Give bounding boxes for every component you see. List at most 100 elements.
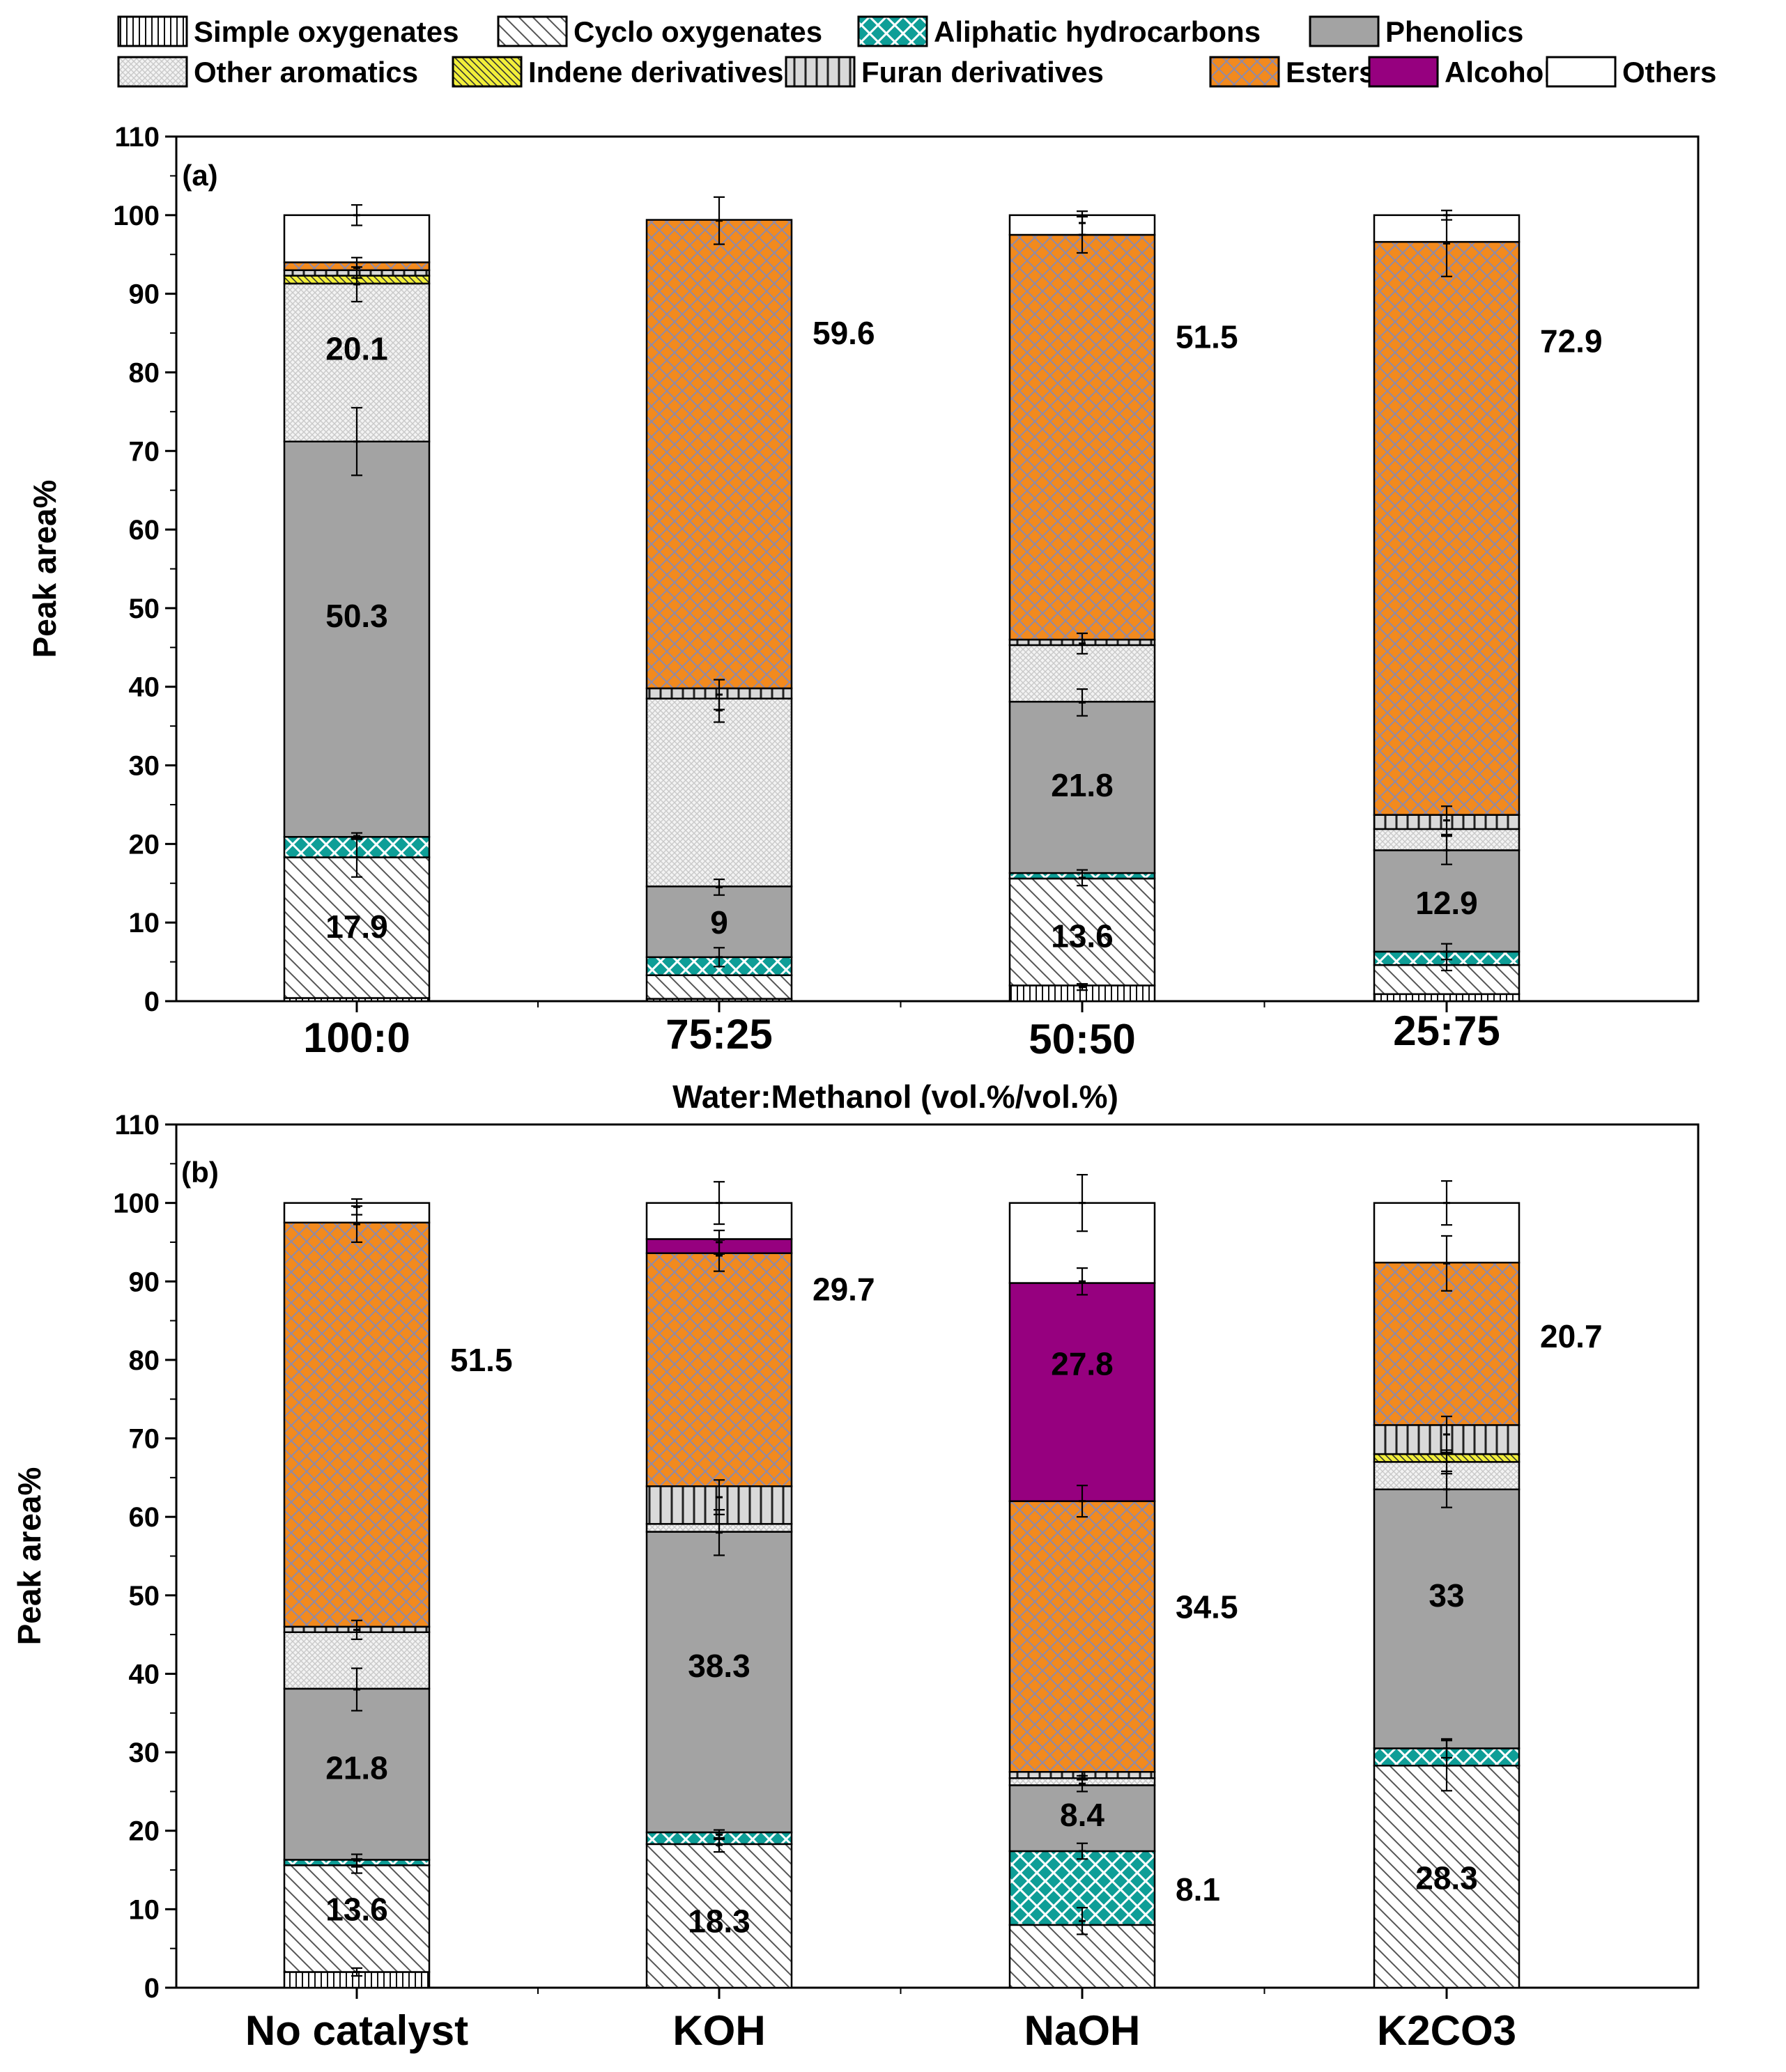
data-label: 28.3 [1415, 1860, 1478, 1896]
data-label: 20.1 [325, 331, 388, 367]
x-category-label: 75:25 [665, 1011, 772, 1058]
bar-stack-75-25 [645, 219, 793, 1003]
error-bar [1077, 1907, 1088, 1935]
legend-label: Simple oxygenates [194, 15, 459, 48]
y-tick-label: 0 [144, 987, 160, 1017]
bar-stack-koh [645, 1202, 793, 1989]
y-tick-label: 60 [129, 1502, 160, 1533]
y-tick-label: 90 [129, 279, 160, 310]
legend-entry-phenolics: Phenolics [1309, 15, 1523, 48]
y-tick-label: 40 [129, 1659, 160, 1690]
error-bar [714, 1508, 725, 1556]
bar-segment-phenolics [1373, 849, 1521, 953]
y-tick-label: 60 [129, 515, 160, 546]
legend-entry-indene-derivatives: Indene derivatives [452, 56, 784, 88]
legend-label: Indene derivatives [528, 56, 784, 88]
error-bar [351, 1967, 362, 1977]
legend-label: Other aromatics [194, 56, 418, 88]
bar-stack-50-50 [1008, 214, 1156, 1003]
data-label: 51.5 [450, 1342, 513, 1378]
y-tick-label: 40 [129, 672, 160, 703]
error-bar [351, 1858, 362, 1874]
legend-swatch-simple-oxygenates [117, 15, 188, 47]
error-bar [714, 1181, 725, 1226]
y-tick-label: 50 [129, 1581, 160, 1611]
y-tick-label: 20 [129, 829, 160, 860]
legend-entry-esters: Esters [1209, 56, 1375, 88]
y-tick-label: 0 [144, 1973, 160, 2004]
data-label: 29.7 [813, 1271, 875, 1308]
error-bar [1077, 1173, 1088, 1232]
legend-label: Furan derivatives [861, 56, 1104, 88]
legend-swatch-phenolics [1309, 15, 1380, 47]
error-bar [1077, 215, 1088, 254]
bar-segment-other-aromatics [645, 697, 793, 888]
bar-segment-alcohols [1008, 1282, 1156, 1502]
bar-segment-cyclo-oxygenates [645, 1843, 793, 1989]
legend-swatch-others [1546, 56, 1617, 88]
legend-swatch-cyclo-oxygenates [497, 15, 568, 47]
y-axis-title: Peak area% [26, 480, 63, 658]
error-bar [1441, 209, 1452, 277]
bar-segment-phenolics [283, 1687, 431, 1861]
data-label: 12.9 [1415, 885, 1478, 921]
bar-segment-phenolics [1373, 1488, 1521, 1749]
error-bar [714, 1239, 725, 1272]
x-axis-title: Water:Methanol (vol.%/vol.%) [672, 1078, 1118, 1115]
error-bar [1441, 1740, 1452, 1792]
error-bar [1441, 835, 1452, 865]
legend-swatch-alcohols [1368, 56, 1439, 88]
error-bar [351, 1619, 362, 1640]
legend-label: Phenolics [1385, 15, 1523, 48]
bar-segment-esters [1008, 233, 1156, 641]
legend-entry-furan-derivatives: Furan derivatives [785, 56, 1104, 88]
error-bar [1441, 959, 1452, 972]
data-label: 59.6 [813, 315, 875, 351]
legend-swatch-aliphatic-hydrocarbons [857, 15, 928, 47]
error-bar [1077, 1842, 1088, 1860]
bar-segment-cyclo-oxygenates [1373, 1764, 1521, 1989]
panel-label: (a) [182, 159, 217, 192]
error-bar [351, 204, 362, 226]
legend-swatch-esters [1209, 56, 1280, 88]
panel-label: (b) [181, 1156, 219, 1189]
y-axis-title: Peak area% [11, 1467, 47, 1646]
legend-swatch-indene-derivatives [452, 56, 523, 88]
bar-segment-phenolics [645, 1531, 793, 1834]
bar-segment-esters [645, 1252, 793, 1487]
data-label: 20.7 [1540, 1318, 1603, 1354]
data-label: 18.3 [688, 1903, 750, 1939]
bar-segment-cyclo-oxygenates [283, 1864, 431, 1973]
data-label: 21.8 [1051, 767, 1114, 803]
error-bar [714, 879, 725, 896]
x-category-label: NaOH [1024, 2007, 1141, 2054]
bar-segment-esters [1008, 1500, 1156, 1773]
bar-stack-25-75 [1373, 214, 1521, 1003]
error-bar [1077, 688, 1088, 717]
data-label: 33 [1429, 1577, 1464, 1614]
panel-b: 0 10 20 30 40 50 60 70 80 90 100 110 No catalyst KOH N… [11, 1110, 1700, 2054]
bar-stack-naoh [1008, 1202, 1156, 1989]
error-bar [1441, 1415, 1452, 1453]
error-bar [1077, 1267, 1088, 1296]
bar-segment-esters [645, 219, 793, 690]
error-bar [1441, 1449, 1452, 1475]
bar-segment-simple-oxygenates [1373, 993, 1521, 1003]
data-label: 9 [710, 904, 728, 941]
x-category-label: No catalyst [245, 2007, 468, 2054]
y-tick-label: 100 [113, 1189, 160, 1219]
data-label: 50.3 [325, 598, 388, 634]
legend-label: Aliphatic hydrocarbons [934, 15, 1261, 48]
y-tick-label: 80 [129, 357, 160, 388]
error-bar [714, 1837, 725, 1853]
bar-stack-no-catalyst [283, 1202, 431, 1989]
y-tick-label: 100 [113, 201, 160, 231]
legend-swatch-furan-derivatives [785, 56, 856, 88]
error-bar [351, 266, 362, 303]
error-bar [351, 407, 362, 477]
error-bar [714, 196, 725, 245]
bar-segment-phenolics [283, 440, 431, 838]
x-category-label: 50:50 [1029, 1016, 1135, 1062]
data-label: 51.5 [1176, 319, 1238, 355]
legend-entry-alcohols: Alcohols [1368, 56, 1568, 88]
